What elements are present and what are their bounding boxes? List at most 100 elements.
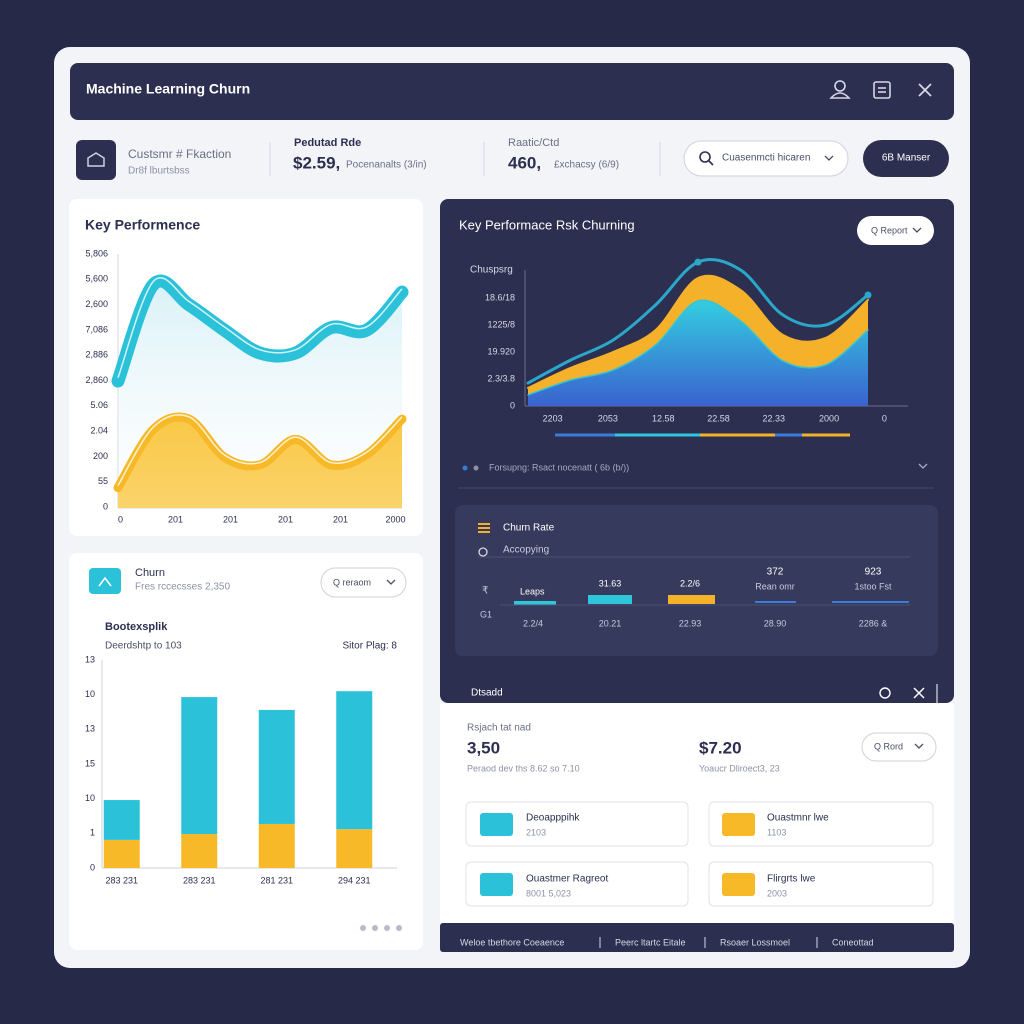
card-value: 1103 <box>767 827 786 837</box>
x-label: 283 231 <box>105 875 138 885</box>
close-icon[interactable] <box>918 83 932 97</box>
y-label: 0 <box>90 862 95 872</box>
column-label: Rean omr <box>755 581 795 591</box>
x-label: 2.2/4 <box>523 618 543 628</box>
card-title: Deoapppihk <box>526 813 580 824</box>
y-label: 5,600 <box>85 274 108 284</box>
column-value: 923 <box>865 567 882 578</box>
card-subtitle: Fres rccecsses 2,350 <box>135 582 230 593</box>
chart-note: Sitor Plag: 8 <box>343 641 398 652</box>
card-title: Ouastmnr lwe <box>767 813 829 824</box>
y-label: 5,806 <box>85 248 108 258</box>
pagination[interactable] <box>360 925 402 931</box>
stat-value: 460, <box>508 153 541 172</box>
metric-value: $7.20 <box>699 738 742 757</box>
area <box>118 417 402 508</box>
report-button[interactable] <box>857 216 934 245</box>
column-value: 31.63 <box>599 578 622 588</box>
chart-subtitle: Deerdshtp to 103 <box>105 641 182 652</box>
y-label: 1 <box>90 828 95 838</box>
x-label: 2286 & <box>859 618 888 628</box>
x-label: 22.58 <box>707 413 730 423</box>
chevron <box>912 227 922 233</box>
manager-button[interactable] <box>863 140 949 177</box>
y-label: 10 <box>85 793 95 803</box>
chevron <box>824 155 834 161</box>
panel-title: Key Performace Rsk Churning <box>459 217 635 232</box>
row-label: ₹ <box>482 586 488 597</box>
footer-link[interactable]: Peerc ltartc Eitale <box>615 937 686 947</box>
info-card[interactable] <box>465 861 689 907</box>
x-label: 2000 <box>819 413 839 423</box>
card-value: 2003 <box>767 888 787 898</box>
x-label: 2053 <box>598 413 618 423</box>
row-label: G1 <box>480 609 492 619</box>
window-icon[interactable] <box>873 81 891 99</box>
dialog-title: Dtsadd <box>471 688 503 699</box>
y-label: 10 <box>85 689 95 699</box>
card-subtitle: Accopying <box>503 545 549 556</box>
y-label: 200 <box>93 451 108 461</box>
x-label: 294 231 <box>338 875 371 885</box>
line <box>527 299 869 396</box>
rate-icon <box>478 523 490 533</box>
churn-icon <box>89 568 121 594</box>
x-label: 22.93 <box>679 618 702 628</box>
card-title: Churn Rate <box>503 523 555 534</box>
stats-icon-glyph <box>87 152 105 167</box>
stat-value: $2.59, <box>293 153 340 172</box>
x-label: 2000 <box>385 514 405 524</box>
metric-value: 3,50 <box>467 738 500 757</box>
y-label: 13 <box>85 654 95 664</box>
area <box>528 300 868 406</box>
churn-icon-glyph <box>98 576 112 587</box>
y-label: 0 <box>103 501 108 511</box>
x-label: 201 <box>333 514 348 524</box>
x-label: 12.58 <box>652 413 675 423</box>
line-highlight <box>117 277 403 379</box>
chevron[interactable] <box>918 463 928 469</box>
info-card[interactable] <box>708 801 934 847</box>
card-icon <box>722 813 755 836</box>
bar-segment <box>103 800 140 840</box>
footer-bar <box>440 923 954 952</box>
top-bar <box>70 63 954 120</box>
info-card[interactable] <box>708 861 934 907</box>
x-label: 20.21 <box>599 618 622 628</box>
footer-link[interactable]: Coneottad <box>832 937 874 947</box>
line <box>527 274 869 389</box>
footer-link[interactable]: Weloe tbethore Coeaence <box>460 937 564 947</box>
x-label: 0 <box>882 413 887 423</box>
x-label: 2203 <box>543 413 563 423</box>
button-text: Q Report <box>871 225 908 235</box>
filter-button[interactable] <box>861 732 937 762</box>
card-value: 2103 <box>526 827 546 837</box>
metric-note: Yoaucr Dliroect3, 23 <box>699 763 780 773</box>
close-icon[interactable] <box>913 687 925 699</box>
search-icon <box>708 160 714 166</box>
line <box>111 274 409 388</box>
button-text: Q Rord <box>874 741 903 751</box>
bar-segment <box>258 709 295 824</box>
column-value: Leaps <box>520 586 545 596</box>
y-label: 2.04 <box>90 425 108 435</box>
line-highlight <box>117 414 403 486</box>
stat-label: Pedutad Rde <box>294 137 361 149</box>
performance-chart: 5,806 5,600 2,600 7,086 2,886 2,860 5.06 2.04 20… <box>85 248 409 524</box>
stat-subtitle: Dr8f lburtsbss <box>128 166 190 177</box>
search-box[interactable] <box>683 140 849 177</box>
card-icon <box>480 873 513 896</box>
button-text: 6B Manser <box>882 153 931 164</box>
info-card[interactable] <box>465 801 689 847</box>
mini-bars <box>514 595 909 605</box>
card-icon <box>480 813 513 836</box>
column-label: 1stoo Fst <box>854 581 892 591</box>
filter-button[interactable] <box>320 567 407 598</box>
y-label: 2,600 <box>85 299 108 309</box>
column-value: 372 <box>767 567 784 578</box>
search-icon[interactable] <box>879 687 891 699</box>
user-icon[interactable] <box>829 80 851 99</box>
footer-link[interactable]: Rsoaer Lossmoel <box>720 937 790 947</box>
